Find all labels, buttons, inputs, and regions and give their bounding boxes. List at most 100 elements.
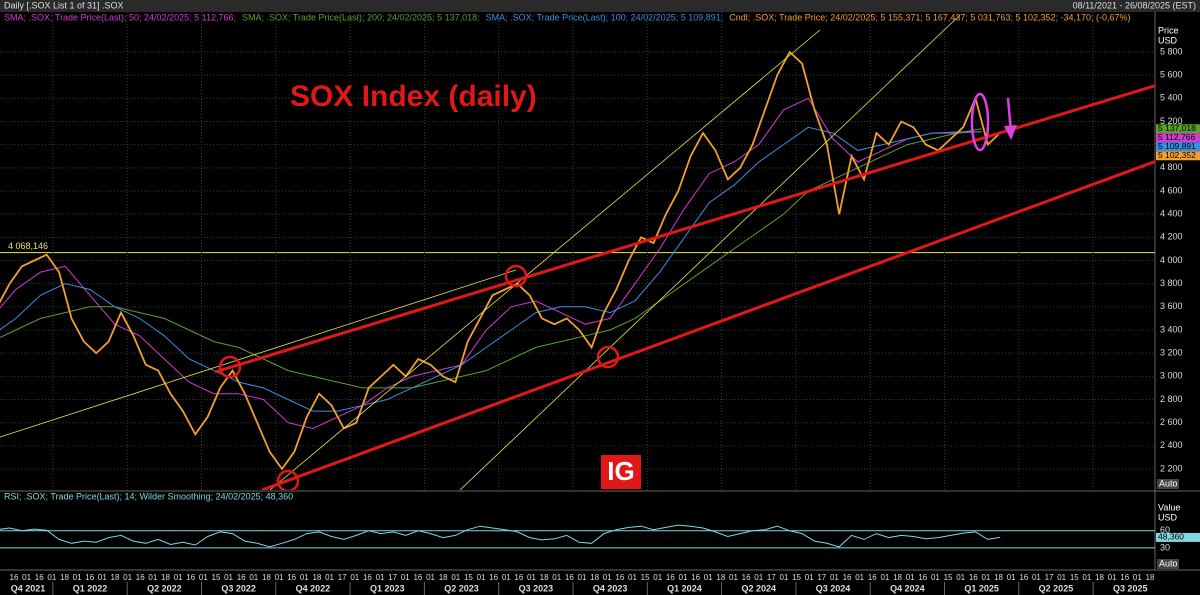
- day-label: 01: [1057, 573, 1066, 582]
- day-label: 16: [691, 573, 700, 582]
- day-label: 15: [641, 573, 650, 582]
- x-tick-label: Q2 2025: [1039, 583, 1074, 593]
- series-line: [0, 97, 982, 430]
- value-tag: [1156, 532, 1200, 542]
- y-tick-label: 4 200: [1160, 232, 1183, 242]
- day-label: 17: [817, 573, 826, 582]
- trend-line: [0, 269, 517, 438]
- series-line: [0, 524, 1001, 548]
- day-label: 16: [363, 573, 372, 582]
- trend-line: [269, 29, 821, 490]
- day-label: 16: [514, 573, 523, 582]
- pivot-circle: [218, 355, 242, 379]
- auto-button[interactable]: [1157, 479, 1179, 489]
- day-label: 01: [931, 573, 940, 582]
- y-tick-label: 4 600: [1160, 185, 1183, 195]
- price-panel: [0, 12, 1155, 490]
- channel-upper: [214, 84, 1155, 374]
- pivot-circle: [504, 264, 528, 288]
- day-label: 15: [464, 573, 473, 582]
- value-tag: [1156, 151, 1200, 161]
- day-label: 17: [1045, 573, 1054, 582]
- rsi-panel: [0, 524, 1155, 549]
- day-label: 16: [969, 573, 978, 582]
- day-label: 01: [477, 573, 486, 582]
- chart-title: SOX Index (daily): [290, 80, 537, 113]
- day-label: 01: [956, 573, 965, 582]
- x-tick-label: Q2 2024: [741, 583, 776, 593]
- day-label: 15: [1070, 573, 1079, 582]
- pivot-circle: [276, 469, 300, 490]
- day-label: 01: [855, 573, 864, 582]
- day-label: 01: [275, 573, 284, 582]
- y-tick-label: 30: [1160, 542, 1170, 552]
- y-tick-label: 5 600: [1160, 70, 1183, 80]
- legend-entry: SMA; .SOX; Trade Price(Last); 50; 24/02/…: [4, 12, 236, 22]
- x-tick-label: Q1 2022: [73, 583, 108, 593]
- y-tick-label: 2 200: [1160, 463, 1183, 473]
- day-label: 16: [287, 573, 296, 582]
- day-label: 01: [1007, 573, 1016, 582]
- day-label: 01: [805, 573, 814, 582]
- series-line: [0, 128, 982, 389]
- highlight-ellipse: [970, 92, 990, 152]
- day-label: 15: [792, 573, 801, 582]
- y-tick-label: 2 600: [1160, 417, 1183, 427]
- day-label: 01: [123, 573, 132, 582]
- toolbar-right: 08/11/2021 - 26/08/2025 (EST): [1073, 0, 1196, 10]
- day-label: 01: [552, 573, 561, 582]
- x-tick-label: Q4 2021: [11, 583, 46, 593]
- day-label: 16: [489, 573, 498, 582]
- day-label: 18: [1095, 573, 1104, 582]
- day-label: 01: [679, 573, 688, 582]
- y-tick-label: 3 600: [1160, 301, 1183, 311]
- day-label: 01: [1082, 573, 1091, 582]
- x-tick-label: Q4 2024: [890, 583, 925, 593]
- y-tick-label: 3 800: [1160, 278, 1183, 288]
- x-tick-label: Q3 2025: [1113, 583, 1148, 593]
- y-tick-label: 4 400: [1160, 209, 1183, 219]
- day-label: 01: [1133, 573, 1142, 582]
- day-label: 16: [186, 573, 195, 582]
- logo-box: [601, 455, 641, 489]
- y-tick-label: 3 200: [1160, 348, 1183, 358]
- pivot-circle: [596, 345, 620, 369]
- day-label: 01: [780, 573, 789, 582]
- day-label: 01: [98, 573, 107, 582]
- day-label: 01: [830, 573, 839, 582]
- annotations: [0, 14, 1155, 490]
- day-label: 01: [1108, 573, 1117, 582]
- legend-entry: Cndl; .SOX; Trade Price; 24/02/2025; 5 1…: [729, 12, 1130, 22]
- y-axis-label: Value: [1158, 502, 1180, 512]
- y-tick-label: 4 000: [1160, 255, 1183, 265]
- x-tick-label: Q1 2025: [964, 583, 999, 593]
- y-tick-label: 2 800: [1160, 394, 1183, 404]
- toolbar: [0, 0, 1200, 12]
- day-label: 18: [111, 573, 120, 582]
- day-label: 01: [527, 573, 536, 582]
- legend-entry: SMA; .SOX; Trade Price(Last); 200; 24/02…: [242, 12, 480, 22]
- y-tick-label: 4 800: [1160, 162, 1183, 172]
- day-label: 17: [767, 573, 776, 582]
- day-label: 16: [843, 573, 852, 582]
- x-tick-label: Q2 2023: [444, 583, 479, 593]
- day-label: 01: [47, 573, 56, 582]
- auto-label[interactable]: Auto: [1159, 558, 1178, 568]
- auto-label[interactable]: Auto: [1159, 478, 1178, 488]
- x-tick-label: Q1 2023: [370, 583, 405, 593]
- y-axis-unit: USD: [1158, 512, 1178, 522]
- x-tick-label: Q1 2024: [667, 583, 702, 593]
- y-axis-label: Price: [1158, 25, 1179, 35]
- day-label: 16: [237, 573, 246, 582]
- day-label: 01: [603, 573, 612, 582]
- auto-button[interactable]: [1157, 559, 1179, 569]
- day-label: 01: [880, 573, 889, 582]
- day-label: 01: [350, 573, 359, 582]
- y-axis-unit: USD: [1158, 35, 1178, 45]
- day-label: 01: [426, 573, 435, 582]
- logo: IG: [607, 456, 634, 486]
- day-label: 18: [590, 573, 599, 582]
- day-label: 16: [35, 573, 44, 582]
- day-label: 01: [401, 573, 410, 582]
- toolbar-left: Daily [.SOX List 1 of 31] .SOX: [4, 0, 124, 10]
